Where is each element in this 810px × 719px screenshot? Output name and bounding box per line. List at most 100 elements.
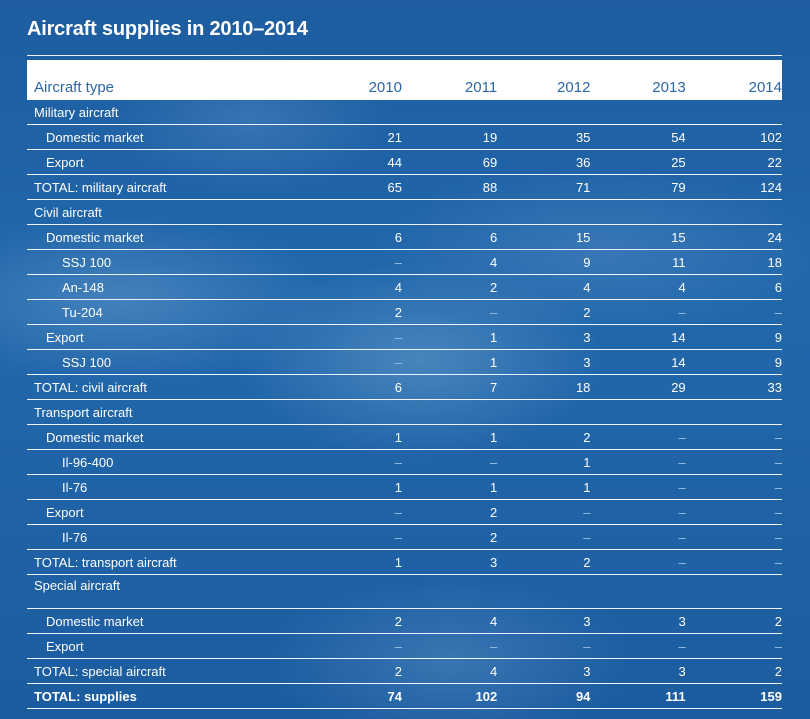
cell-2014: – (685, 449, 782, 475)
cell-2012 (497, 199, 591, 225)
cell-2013: 3 (590, 658, 686, 684)
cell-2010 (300, 100, 402, 125)
cell-2012: – (497, 499, 591, 525)
page-title: Aircraft supplies in 2010–2014 (27, 18, 308, 40)
cell-2010: 6 (300, 374, 402, 400)
cell-2014: 2 (685, 608, 782, 634)
cell-2014: – (685, 299, 782, 325)
cell-2014: 9 (685, 324, 782, 350)
cell-2011: 1 (401, 324, 498, 350)
row-label: Export (27, 633, 301, 659)
cell-2012: 3 (497, 324, 591, 350)
cell-2010: 6 (300, 224, 402, 250)
table-row: Domestic market 1 1 2– – (27, 424, 782, 450)
cell-2012: 2 (497, 299, 591, 325)
cell-2013: – (590, 524, 686, 550)
cell-2011: 6 (401, 224, 498, 250)
table-row: Domestic market 6 6 15 15 24 (27, 224, 782, 250)
row-label: Domestic market (27, 224, 301, 250)
cell-2010: – (300, 633, 402, 659)
row-label: Transport aircraft (27, 399, 301, 425)
row-label: Civil aircraft (27, 199, 301, 225)
cell-2010: 21 (300, 124, 402, 150)
cell-2012 (497, 399, 591, 425)
cell-2010: 4 (300, 274, 402, 300)
cell-2013: – (590, 633, 686, 659)
cell-2010 (300, 399, 402, 425)
row-label: TOTAL: military aircraft (27, 174, 301, 200)
cell-2012 (497, 574, 591, 609)
cell-2011 (401, 100, 498, 125)
row-label: Military aircraft (27, 100, 301, 125)
table-row: SSJ 100–4 9 11 18 (27, 249, 782, 275)
cell-2010: 1 (300, 424, 402, 450)
table-total-row: TOTAL: special aircraft 2 4 3 3 2 (27, 658, 782, 684)
row-label: Domestic market (27, 608, 301, 634)
cell-2014: 33 (685, 374, 782, 400)
cell-2011: 1 (401, 424, 498, 450)
cell-2014 (685, 100, 782, 125)
cell-2011: 1 (401, 349, 498, 375)
cell-2011: 4 (401, 658, 498, 684)
cell-2013: 14 (590, 349, 686, 375)
row-label: Il-76 (27, 474, 301, 500)
cell-2010: 65 (300, 174, 402, 200)
cell-2012: 9 (497, 249, 591, 275)
cell-2011: 3 (401, 549, 498, 575)
row-label: An-148 (27, 274, 301, 300)
table-section-row: Special aircraft (27, 574, 782, 609)
table-total-row: TOTAL: military aircraft 65 88 71 79 124 (27, 174, 782, 200)
row-label: SSJ 100 (27, 349, 301, 375)
cell-2011: 1 (401, 474, 498, 500)
cell-2014: – (685, 424, 782, 450)
cell-2013: – (590, 499, 686, 525)
cell-2011: 2 (401, 274, 498, 300)
cell-2014: – (685, 549, 782, 575)
cell-2014: – (685, 633, 782, 659)
table-section-row: Civil aircraft (27, 199, 782, 225)
table-row: Il-76 1 1 1– – (27, 474, 782, 500)
row-label: Il-76 (27, 524, 301, 550)
cell-2013 (590, 399, 686, 425)
cell-2013: 79 (590, 174, 686, 200)
row-label: TOTAL: supplies (27, 683, 301, 709)
cell-2013: – (590, 474, 686, 500)
cell-2012: 94 (497, 683, 591, 709)
cell-2010: 1 (300, 549, 402, 575)
cell-2012: 71 (497, 174, 591, 200)
cell-2010: – (300, 324, 402, 350)
cell-2013: 11 (590, 249, 686, 275)
row-label: SSJ 100 (27, 249, 301, 275)
column-header-2012: 2012 (497, 60, 591, 100)
table-row: Tu-204 2–2– – (27, 299, 782, 325)
column-header-aircraft-type: Aircraft type (27, 60, 301, 100)
table-row: Export 44 69 36 25 22 (27, 149, 782, 175)
table-row: Export – – – – – (27, 633, 782, 659)
cell-2014: – (685, 524, 782, 550)
cell-2014: – (685, 499, 782, 525)
cell-2013: – (590, 424, 686, 450)
cell-2010: 2 (300, 658, 402, 684)
cell-2013: 29 (590, 374, 686, 400)
table-row: Il-76–2– – – (27, 524, 782, 550)
table-row: SSJ 100–1 3 14 9 (27, 349, 782, 375)
cell-2010: 1 (300, 474, 402, 500)
table-row: Il-96-400– –1– – (27, 449, 782, 475)
row-label: TOTAL: special aircraft (27, 658, 301, 684)
row-label: TOTAL: transport aircraft (27, 549, 301, 575)
table-row: Export –2– – – (27, 499, 782, 525)
cell-2013: 3 (590, 608, 686, 634)
table-section-row: Transport aircraft (27, 399, 782, 425)
cell-2013: 14 (590, 324, 686, 350)
cell-2014: 102 (685, 124, 782, 150)
row-label: Export (27, 499, 301, 525)
cell-2012: 36 (497, 149, 591, 175)
cell-2011: 4 (401, 608, 498, 634)
cell-2014 (685, 399, 782, 425)
cell-2013: – (590, 299, 686, 325)
cell-2011: 4 (401, 249, 498, 275)
cell-2014: – (685, 474, 782, 500)
cell-2012 (497, 100, 591, 125)
table-row: Export –1 3 14 9 (27, 324, 782, 350)
cell-2012: – (497, 524, 591, 550)
